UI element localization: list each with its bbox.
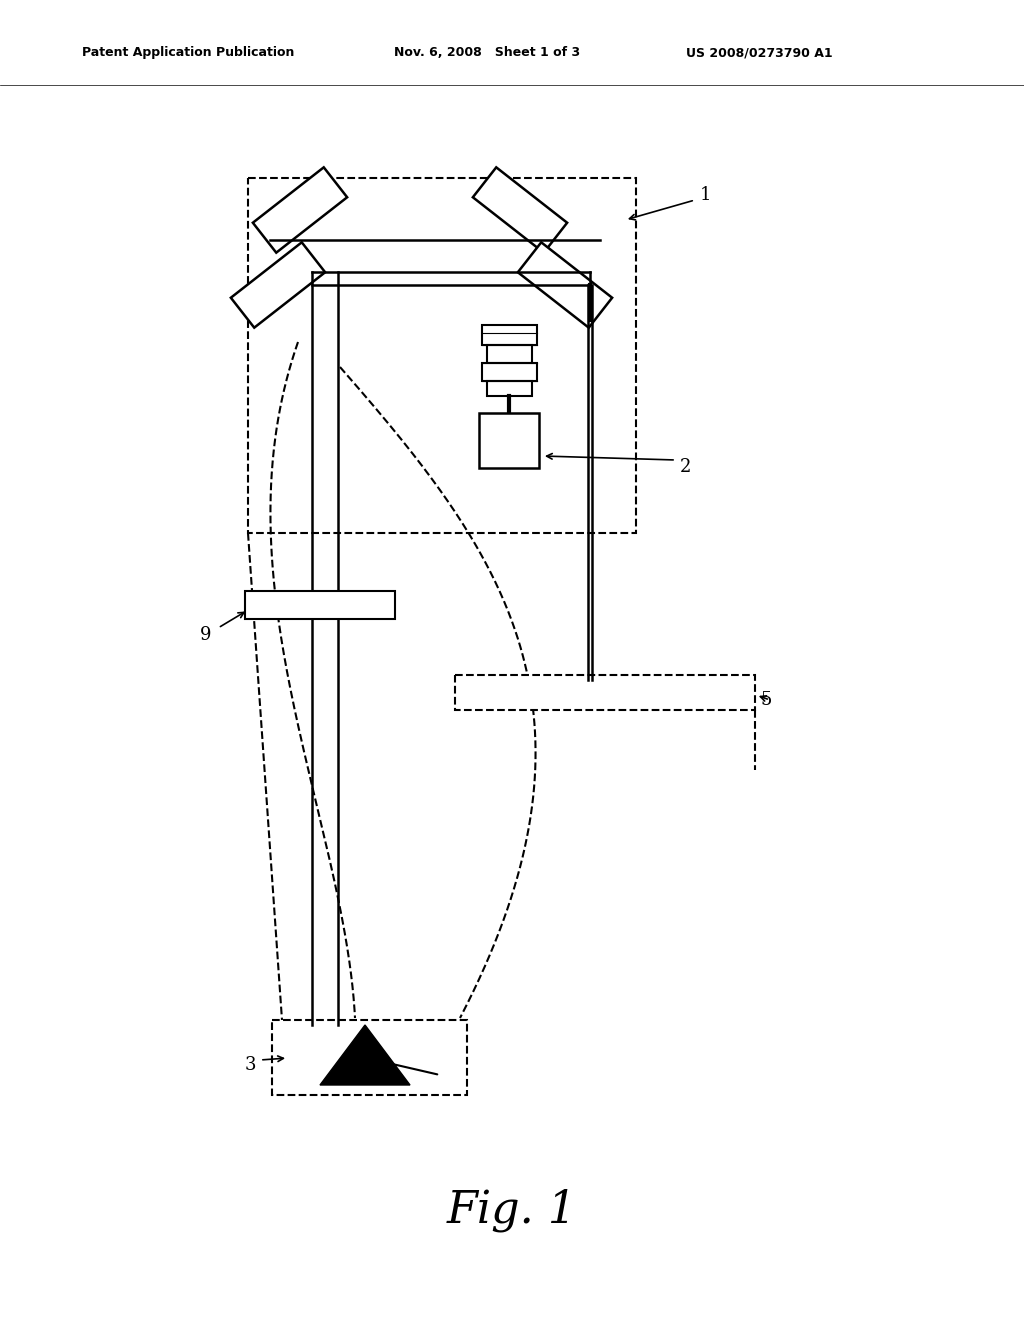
Text: 5: 5	[760, 690, 771, 709]
Bar	[479, 413, 539, 469]
Bar	[455, 675, 755, 710]
Bar	[487, 345, 532, 363]
Text: Fig. 1: Fig. 1	[446, 1188, 578, 1232]
Bar	[482, 325, 537, 345]
Text: 2: 2	[680, 458, 691, 477]
Polygon shape	[253, 168, 347, 252]
Bar	[482, 363, 537, 381]
Polygon shape	[473, 168, 567, 252]
Text: US 2008/0273790 A1: US 2008/0273790 A1	[686, 46, 833, 59]
Bar	[272, 1020, 467, 1096]
Text: Patent Application Publication: Patent Application Publication	[82, 46, 294, 59]
Text: 3: 3	[245, 1056, 256, 1074]
Polygon shape	[319, 1026, 410, 1085]
Bar	[245, 591, 395, 619]
Bar	[487, 381, 532, 396]
Polygon shape	[518, 243, 612, 327]
Polygon shape	[230, 243, 326, 327]
Bar	[248, 178, 636, 533]
Text: 9: 9	[200, 626, 212, 644]
Text: 1: 1	[700, 186, 712, 205]
Text: Nov. 6, 2008   Sheet 1 of 3: Nov. 6, 2008 Sheet 1 of 3	[394, 46, 581, 59]
